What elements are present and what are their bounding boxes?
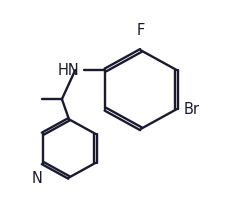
Text: N: N <box>31 171 42 186</box>
Text: F: F <box>137 23 145 38</box>
Text: HN: HN <box>58 62 79 78</box>
Text: Br: Br <box>184 102 200 117</box>
